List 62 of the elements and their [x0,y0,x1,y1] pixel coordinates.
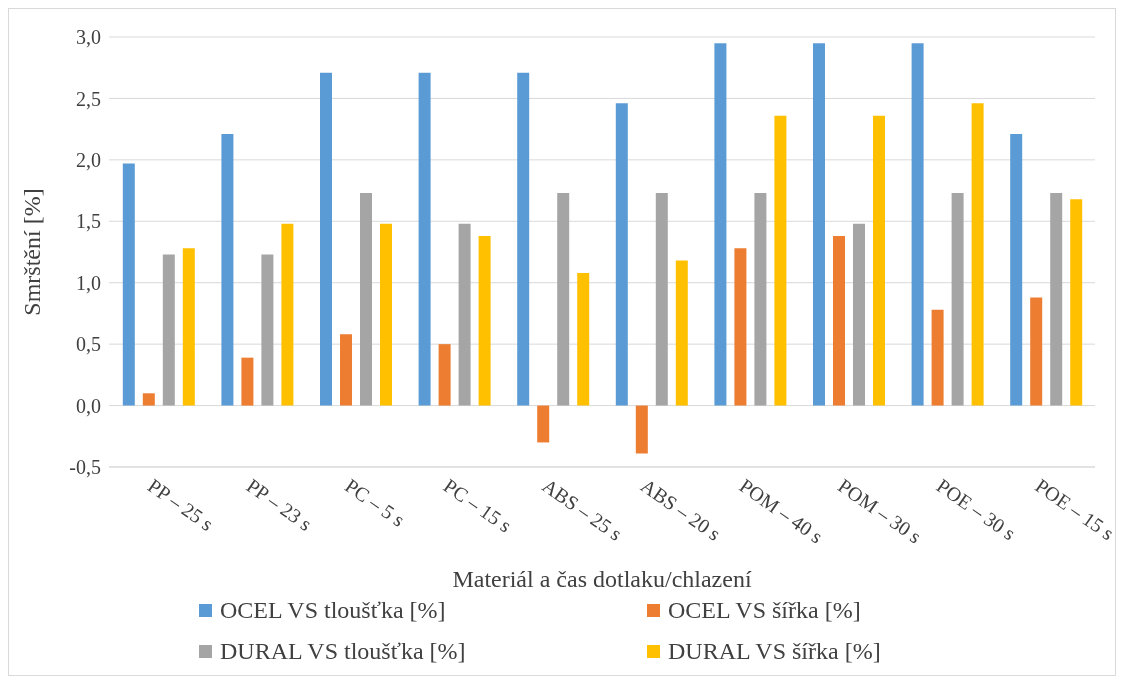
x-axis-title: Materiál a čas dotlaku/chlazení [452,566,752,592]
bar [517,72,530,406]
bar [360,193,372,406]
bar [873,115,885,406]
bar [1050,193,1063,406]
bar [557,193,570,406]
x-tick-label: POE – 15 s [1031,474,1119,545]
bar [418,72,431,406]
legend-label: OCEL VS šířka [%] [668,597,861,624]
y-tick-label: 1,5 [76,210,101,233]
x-tick-label: ABS – 25 s [538,474,627,545]
x-tick-label: PP – 23 s [242,474,317,536]
bar [478,236,491,406]
bar [931,309,944,406]
x-tick-label: PP – 25 s [144,474,218,536]
bar [577,272,590,406]
legend-label: DURAL VS tloušťka [%] [220,638,466,665]
bar [635,405,648,454]
bar [853,223,865,406]
x-tick-label: PC – 5 s [341,474,410,531]
x-tick-label: PC – 15 s [439,474,516,537]
bar [1010,134,1023,406]
bar [221,134,234,406]
bar [380,223,392,406]
bar [340,334,352,406]
bar [734,248,747,406]
bar [675,260,688,406]
bar [162,254,175,406]
x-tick-label: ABS – 20 s [637,474,725,545]
bar [241,357,254,406]
bar [655,193,668,406]
bar [438,344,451,406]
legend-label: DURAL VS šířka [%] [668,638,881,665]
y-axis-title: Smrštění [%] [18,188,45,316]
bar [281,223,294,406]
bar [1030,297,1043,406]
bar [122,163,135,406]
y-tick-label: 2,5 [76,87,101,110]
bar [320,72,332,406]
bar [754,193,767,406]
bar [458,223,471,406]
y-tick-label: 0,0 [76,394,101,417]
bar [182,248,195,406]
bar [911,43,924,406]
x-tick-label: POE – 30 s [932,474,1020,545]
bar [951,193,964,406]
bar [714,43,727,406]
bar [537,405,550,443]
bar [615,103,628,406]
bar [813,43,825,406]
y-tick-label: 2,0 [76,148,101,171]
legend-label: OCEL VS tloušťka [%] [220,597,446,624]
bar [833,236,845,406]
y-tick-label: 0,5 [76,333,101,356]
y-tick-label: 1,0 [76,271,101,294]
bar [1070,199,1083,406]
y-tick-label: -0,5 [69,456,101,479]
bar [971,103,984,406]
bar [142,393,155,406]
y-tick-label: 3,0 [76,26,101,49]
bar [774,115,787,406]
bar [261,254,274,406]
